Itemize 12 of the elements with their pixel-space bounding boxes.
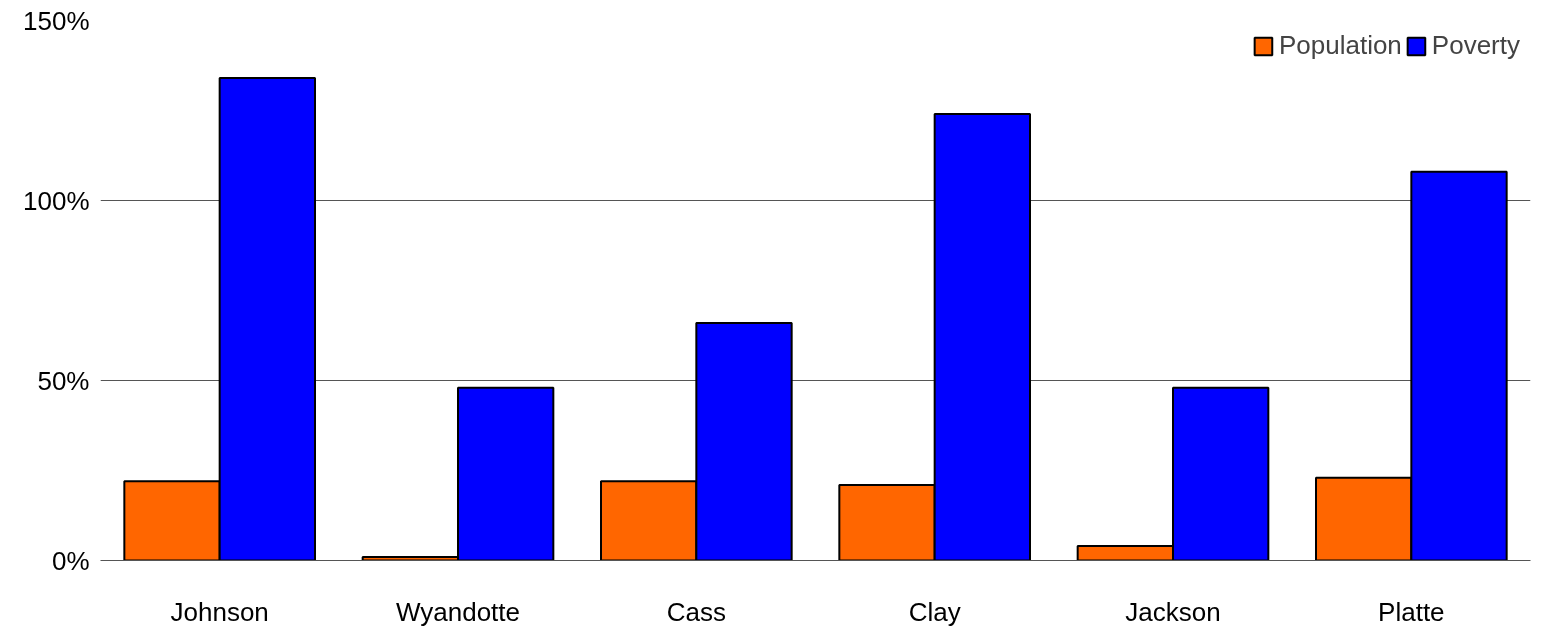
y-tick-label: 100%	[23, 185, 90, 216]
y-tick-label: 0%	[51, 545, 90, 576]
x-tick-label: Johnson	[170, 596, 269, 627]
legend-label: Population	[1278, 30, 1402, 61]
x-tick-label: Clay	[908, 596, 961, 627]
x-tick-label: Platte	[1378, 596, 1445, 627]
x-tick-label: Cass	[666, 596, 726, 627]
x-tick-label: Wyandotte	[395, 596, 521, 627]
x-tick-label: Jackson	[1125, 596, 1221, 627]
y-tick-label: 50%	[37, 365, 90, 396]
legend-label: Poverty	[1431, 30, 1520, 61]
y-tick-label: 150%	[23, 5, 90, 36]
